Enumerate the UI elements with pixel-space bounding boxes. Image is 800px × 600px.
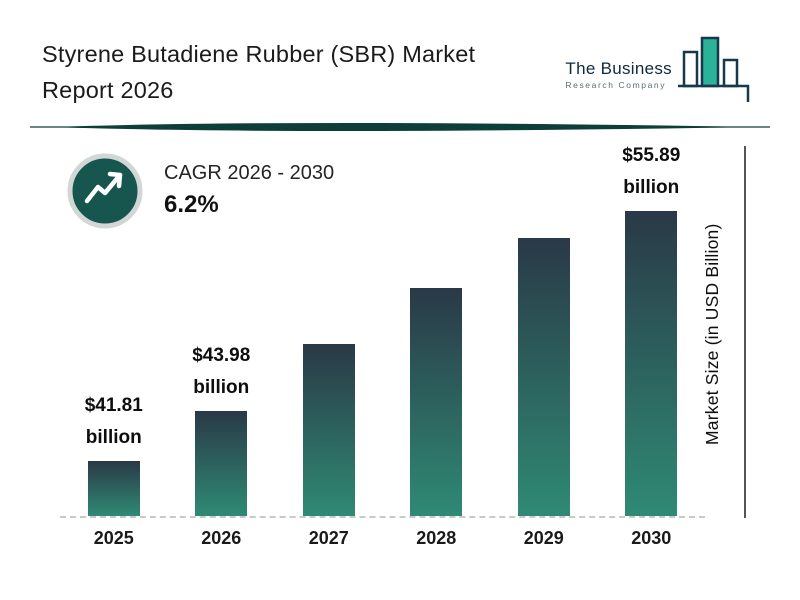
bar-2029 bbox=[517, 238, 570, 516]
x-label-2025: 2025 bbox=[93, 528, 134, 548]
cagr-label: CAGR 2026 - 2030 bbox=[164, 162, 335, 184]
x-label-2028: 2028 bbox=[416, 528, 457, 548]
cagr-value: 6.2% bbox=[164, 191, 219, 218]
page-title-line1: Styrene Butadiene Rubber (SBR) Market bbox=[42, 41, 476, 67]
company-logo: The Business Research Company bbox=[565, 30, 762, 104]
cagr-block: CAGR 2026 - 2030 6.2% bbox=[66, 152, 334, 230]
y-axis-label: Market Size (in USD Billion) bbox=[702, 223, 722, 445]
bar-2027 bbox=[302, 344, 355, 516]
company-logo-text: The Business Research Company bbox=[565, 59, 672, 104]
value-amount: $55.89 bbox=[622, 145, 681, 167]
y-axis-line bbox=[744, 146, 746, 518]
x-label-2030: 2030 bbox=[631, 528, 672, 548]
bar-column-2030: $55.89 billion bbox=[598, 140, 706, 516]
bar-2026 bbox=[195, 411, 248, 516]
page-title: Styrene Butadiene Rubber (SBR) Market Re… bbox=[42, 36, 475, 109]
company-logo-bars-icon bbox=[678, 36, 750, 102]
trend-up-arrow-icon bbox=[67, 153, 143, 229]
bar-column-2025: $41.81 billion bbox=[60, 140, 168, 516]
x-axis-labels: 2025 2026 2027 2028 2029 2030 bbox=[60, 528, 705, 549]
bar-2025 bbox=[87, 461, 140, 516]
bar-2028 bbox=[410, 288, 463, 516]
divider bbox=[30, 123, 770, 131]
bar-columns: $41.81 billion $43.98 billion bbox=[60, 140, 705, 516]
page-title-line2: Report 2026 bbox=[42, 77, 174, 104]
value-unit: billion bbox=[623, 176, 680, 198]
bar-column-2027 bbox=[275, 140, 383, 516]
bar-value-label-2025: $41.81 billion bbox=[85, 390, 143, 453]
value-unit: billion bbox=[85, 426, 142, 448]
bar-column-2026: $43.98 billion bbox=[168, 140, 276, 516]
value-amount: $43.98 bbox=[192, 345, 251, 367]
bar-chart: $41.81 billion $43.98 billion bbox=[60, 140, 705, 518]
bar-column-2028 bbox=[383, 140, 491, 516]
x-label-2029: 2029 bbox=[523, 528, 564, 548]
x-label-2027: 2027 bbox=[308, 528, 349, 548]
bar-column-2029 bbox=[490, 140, 598, 516]
value-amount: $41.81 bbox=[84, 395, 143, 417]
value-unit: billion bbox=[193, 376, 250, 398]
bar-value-label-2026: $43.98 billion bbox=[192, 340, 250, 403]
company-logo-subtitle: Research Company bbox=[565, 80, 667, 90]
bar-value-label-2030: $55.89 billion bbox=[622, 140, 680, 203]
bar-2030 bbox=[625, 211, 678, 516]
cagr-texts: CAGR 2026 - 2030 6.2% bbox=[164, 152, 334, 219]
company-logo-name: The Business bbox=[565, 59, 672, 78]
x-label-2026: 2026 bbox=[201, 528, 242, 548]
